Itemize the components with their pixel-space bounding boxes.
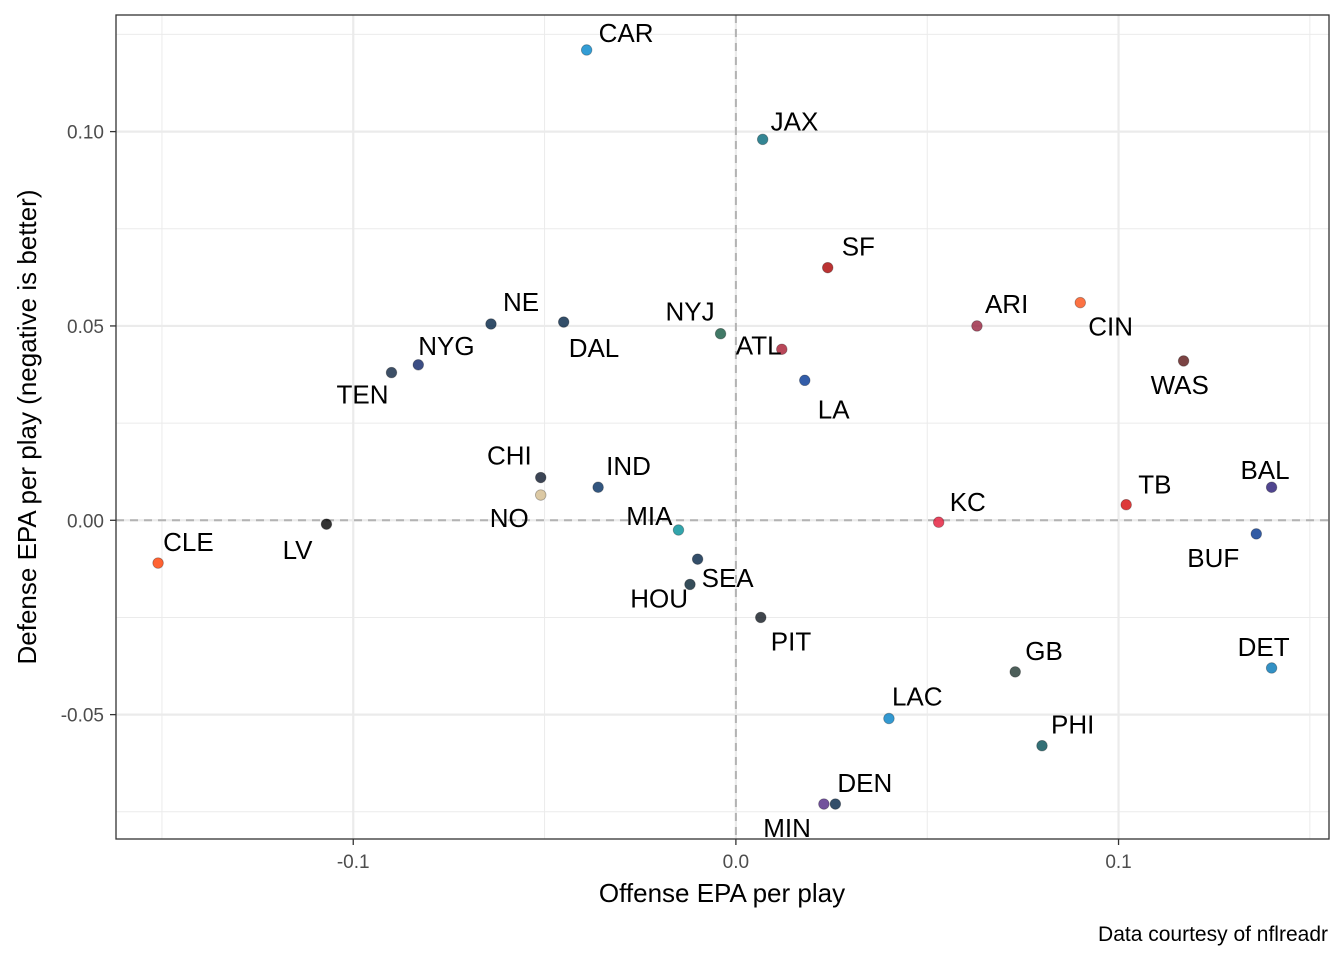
data-point-nyj [714, 328, 727, 340]
team-label-ari: ARI [985, 289, 1028, 319]
team-label-pit: PIT [771, 626, 812, 656]
x-tick-label: 0.1 [1105, 852, 1131, 873]
data-point-pit [755, 611, 767, 624]
x-tick-label: -0.1 [337, 852, 370, 873]
chart-caption: Data courtesy of nflreadr [1098, 923, 1328, 946]
data-point-jax [756, 133, 769, 146]
team-label-atl: ATL [736, 330, 782, 360]
team-label-min: MIN [763, 813, 811, 843]
team-label-car: CAR [599, 18, 654, 48]
data-point-car [580, 44, 593, 56]
team-label-buf: BUF [1187, 543, 1239, 573]
data-point-ten [385, 366, 398, 379]
y-tick-label: 0.05 [67, 317, 104, 338]
data-point-mia [672, 524, 685, 536]
team-labels: CAR JAX SF ARI CIN WAS NE DAL NYJ ATL LA NYG TEN CHI I… [163, 18, 1290, 843]
team-label-lac: LAC [892, 682, 943, 712]
y-tick-label: -0.05 [61, 706, 104, 727]
team-label-jax: JAX [771, 106, 819, 136]
data-point-chi [535, 471, 547, 484]
team-label-nyj: NYJ [665, 297, 714, 327]
team-label-ne: NE [503, 287, 539, 317]
team-label-bal: BAL [1240, 455, 1289, 485]
plot-panel-border [115, 14, 1330, 840]
data-point-buf [1250, 528, 1262, 540]
minor-gridlines [116, 15, 1329, 839]
team-label-nyg: NYG [418, 331, 474, 361]
data-point-lv [320, 518, 333, 530]
data-points [152, 44, 1278, 810]
data-point-hou [684, 578, 696, 591]
y-tick-label: 0.10 [67, 123, 104, 144]
team-label-sea: SEA [702, 563, 755, 593]
team-label-phi: PHI [1051, 710, 1094, 740]
team-label-cin: CIN [1088, 312, 1133, 342]
team-label-det: DET [1238, 632, 1290, 662]
major-gridlines [116, 15, 1329, 839]
data-point-nyg [412, 359, 424, 371]
team-label-den: DEN [837, 768, 892, 798]
reference-lines [116, 15, 1329, 839]
data-point-cin [1074, 296, 1086, 309]
data-point-atl [776, 343, 788, 355]
x-axis-ticks: -0.1 0.0 0.1 [337, 839, 1132, 873]
data-point-den [829, 798, 842, 810]
data-point-sf [822, 261, 834, 274]
team-label-no: NO [490, 503, 529, 533]
data-point-no [535, 489, 547, 501]
y-axis-ticks: -0.05 0.00 0.05 0.10 [61, 123, 116, 727]
data-point-ind [592, 481, 604, 493]
team-label-mia: MIA [626, 501, 673, 531]
team-label-ten: TEN [337, 380, 389, 410]
data-point-la [799, 374, 811, 387]
team-label-kc: KC [950, 487, 986, 517]
data-point-dal [558, 316, 570, 328]
team-label-ind: IND [606, 451, 651, 481]
data-point-bal [1265, 481, 1278, 493]
data-point-cle [152, 557, 164, 569]
data-point-sea [691, 553, 704, 565]
team-label-was: WAS [1151, 370, 1209, 400]
x-axis-title: Offense EPA per play [599, 878, 845, 908]
team-label-dal: DAL [569, 333, 620, 363]
data-point-was [1177, 355, 1190, 367]
data-point-det [1265, 662, 1278, 674]
data-point-tb [1120, 499, 1132, 511]
team-label-sf: SF [842, 232, 875, 262]
data-point-gb [1009, 666, 1021, 678]
data-point-lac [883, 712, 895, 725]
data-point-ari [971, 320, 983, 332]
y-axis-title: Defense EPA per play (negative is better… [12, 190, 42, 665]
x-tick-label: 0.0 [723, 852, 749, 873]
data-point-phi [1036, 740, 1048, 752]
data-point-min [818, 798, 830, 810]
data-point-kc [932, 516, 945, 528]
team-label-tb: TB [1138, 470, 1171, 500]
team-label-hou: HOU [630, 583, 688, 613]
y-tick-label: 0.00 [67, 511, 104, 532]
team-label-la: LA [818, 394, 850, 424]
team-label-gb: GB [1025, 636, 1063, 666]
data-point-ne [485, 318, 497, 330]
team-label-cle: CLE [163, 527, 214, 557]
team-label-lv: LV [283, 535, 314, 565]
team-label-chi: CHI [487, 441, 532, 471]
